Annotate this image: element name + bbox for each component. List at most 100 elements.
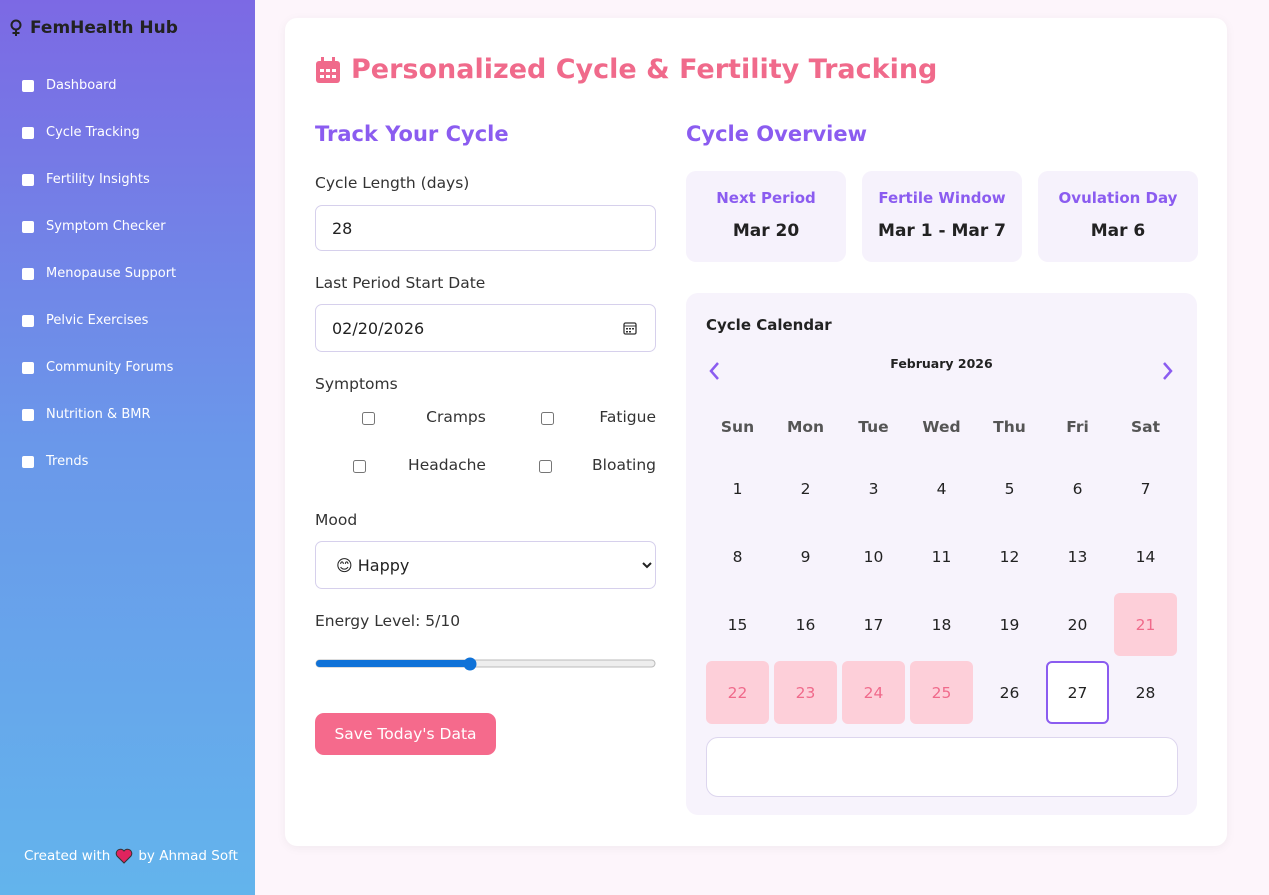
cycle-length-input[interactable] — [315, 205, 656, 251]
nav-item[interactable]: Community Forums — [22, 360, 173, 375]
footer-text: Created with — [24, 848, 111, 864]
nav-item[interactable]: Cycle Tracking — [22, 125, 140, 140]
nav-icon — [22, 126, 34, 139]
heart-icon — [116, 848, 133, 864]
calendar-day[interactable]: 10 — [863, 547, 884, 566]
mood-select[interactable]: 😊 Happy — [315, 541, 656, 589]
nav-label: Trends — [46, 454, 89, 469]
field-label: Energy Level: 5/10 — [315, 612, 461, 630]
calendar-day[interactable]: 5 — [1004, 479, 1015, 498]
calendar-day[interactable]: 16 — [795, 615, 816, 634]
calendar-icon — [316, 56, 340, 83]
symptom-checkbox[interactable] — [362, 412, 375, 425]
card-label: Next Period — [716, 189, 816, 207]
calendar-day[interactable]: 28 — [1135, 683, 1156, 702]
footer-text: by Ahmad Soft — [138, 848, 238, 864]
weekday: Sat — [1130, 418, 1161, 436]
brand-icon — [10, 19, 22, 36]
date-input[interactable] — [315, 304, 656, 352]
brand: FemHealth Hub — [10, 18, 178, 38]
energy-slider[interactable] — [315, 656, 657, 672]
nav-item[interactable]: Nutrition & BMR — [22, 407, 151, 422]
symptom-label: Bloating — [592, 456, 656, 474]
calendar-day[interactable]: 8 — [732, 547, 743, 566]
brand-text: FemHealth Hub — [30, 18, 178, 38]
weekday: Mon — [786, 418, 825, 436]
nav-item[interactable]: Dashboard — [22, 78, 117, 93]
calendar-day[interactable]: 14 — [1135, 547, 1156, 566]
weekday: Fri — [1066, 418, 1089, 436]
nav-icon — [22, 361, 34, 374]
calendar-month: February 2026 — [890, 356, 993, 371]
weekday: Tue — [858, 418, 889, 436]
calendar-day[interactable]: 25 — [910, 661, 973, 724]
nav-item[interactable]: Trends — [22, 454, 88, 469]
calendar-day[interactable]: 27 — [1046, 661, 1109, 724]
weekday: Thu — [993, 418, 1026, 436]
card-label: Fertile Window — [878, 189, 1006, 207]
nav-icon — [22, 455, 34, 468]
calendar-day[interactable]: 19 — [999, 615, 1020, 634]
nav-label: Cycle Tracking — [46, 125, 140, 140]
calendar-day[interactable]: 3 — [868, 479, 879, 498]
symptom-label: Headache — [408, 456, 486, 474]
title-text: Personalized Cycle & Fertility Tracking — [351, 54, 938, 85]
nav-icon — [22, 220, 34, 233]
main-card: Personalized Cycle & Fertility Tracking … — [285, 18, 1227, 846]
calendar-day[interactable]: 11 — [931, 547, 952, 566]
field-label: Cycle Length (days) — [315, 174, 470, 192]
symptom-checkbox[interactable] — [353, 460, 366, 473]
calendar-day[interactable]: 12 — [999, 547, 1020, 566]
calendar-day[interactable]: 9 — [800, 547, 811, 566]
symptom-checkbox[interactable] — [539, 460, 552, 473]
card-value: Mar 6 — [1090, 221, 1146, 241]
nav-label: Community Forums — [46, 360, 174, 375]
nav-icon — [22, 408, 34, 421]
calendar-day[interactable]: 24 — [842, 661, 905, 724]
overview-card: Ovulation Day Mar 6 — [1038, 171, 1198, 262]
calendar-title: Cycle Calendar — [706, 316, 832, 334]
date-picker-icon[interactable] — [623, 321, 637, 335]
calendar-day[interactable]: 26 — [999, 683, 1020, 702]
nav-item[interactable]: Pelvic Exercises — [22, 313, 148, 328]
calendar-day[interactable]: 15 — [727, 615, 748, 634]
symptom-label: Fatigue — [599, 408, 656, 426]
page-title: Personalized Cycle & Fertility Tracking — [315, 54, 937, 85]
nav-label: Nutrition & BMR — [46, 407, 151, 422]
calendar-day[interactable]: 1 — [732, 479, 743, 498]
card-label: Ovulation Day — [1058, 189, 1178, 207]
calendar-day[interactable]: 6 — [1072, 479, 1083, 498]
save-button[interactable]: Save Today's Data — [315, 713, 496, 755]
calendar-day[interactable]: 7 — [1140, 479, 1151, 498]
nav-icon — [22, 173, 34, 186]
nav-label: Fertility Insights — [46, 172, 150, 187]
footer: Created with by Ahmad Soft — [24, 848, 238, 864]
calendar-day[interactable]: 21 — [1114, 593, 1177, 656]
nav-label: Pelvic Exercises — [46, 313, 149, 328]
card-value: Mar 1 - Mar 7 — [878, 221, 1006, 241]
nav-icon — [22, 267, 34, 280]
nav-item[interactable]: Fertility Insights — [22, 172, 150, 187]
calendar-day[interactable]: 23 — [774, 661, 837, 724]
nav-item[interactable]: Menopause Support — [22, 266, 176, 281]
nav-label: Menopause Support — [46, 266, 177, 281]
nav-item[interactable]: Symptom Checker — [22, 219, 166, 234]
calendar-day[interactable]: 4 — [936, 479, 947, 498]
field-label: Mood — [315, 511, 358, 529]
nav-icon — [22, 79, 34, 92]
next-month[interactable] — [1160, 361, 1174, 381]
sidebar: FemHealth Hub Dashboard Cycle Tracking Fer… — [0, 0, 255, 895]
prev-month[interactable] — [708, 361, 722, 381]
weekday: Wed — [922, 418, 961, 436]
calendar-day[interactable]: 20 — [1067, 615, 1088, 634]
calendar-day[interactable]: 13 — [1067, 547, 1088, 566]
calendar-day[interactable]: 22 — [706, 661, 769, 724]
calendar-day[interactable]: 17 — [863, 615, 884, 634]
weekday: Sun — [720, 418, 755, 436]
symptom-checkbox[interactable] — [541, 412, 554, 425]
calendar: Cycle Calendar February 2026 Sun Mon Tue We… — [686, 293, 1197, 815]
section-heading: Cycle Overview — [686, 122, 867, 146]
calendar-day[interactable]: 18 — [931, 615, 952, 634]
calendar-day[interactable]: 2 — [800, 479, 811, 498]
